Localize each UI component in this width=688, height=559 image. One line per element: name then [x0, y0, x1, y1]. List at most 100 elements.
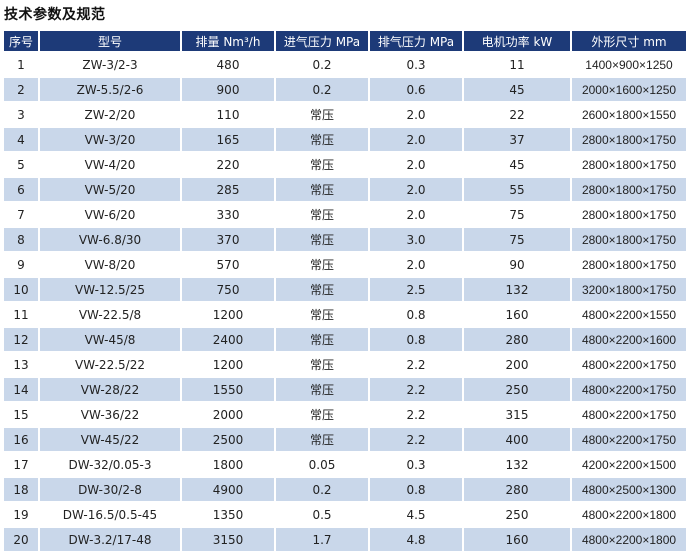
cell-dimensions: 4800×2200×1750: [572, 428, 686, 451]
cell-inlet-pressure: 常压: [276, 228, 368, 251]
header-outlet-pressure: 排气压力 MPa: [370, 31, 462, 51]
cell-inlet-pressure: 常压: [276, 253, 368, 276]
cell-dimensions: 1400×900×1250: [572, 53, 686, 76]
cell-index: 8: [4, 228, 38, 251]
table-row: 5 VW-4/20 220 常压 2.0 45 2800×1800×1750: [4, 153, 686, 176]
cell-displacement: 480: [182, 53, 274, 76]
cell-dimensions: 4800×2200×1550: [572, 303, 686, 326]
cell-outlet-pressure: 2.0: [370, 178, 462, 201]
cell-outlet-pressure: 0.8: [370, 303, 462, 326]
cell-displacement: 1550: [182, 378, 274, 401]
cell-index: 11: [4, 303, 38, 326]
cell-dimensions: 4800×2200×1750: [572, 403, 686, 426]
header-model: 型号: [40, 31, 180, 51]
cell-index: 13: [4, 353, 38, 376]
cell-dimensions: 2000×1600×1250: [572, 78, 686, 101]
cell-model: VW-45/22: [40, 428, 180, 451]
table-row: 17 DW-32/0.05-3 1800 0.05 0.3 132 4200×2200×15…: [4, 453, 686, 476]
cell-dimensions: 4800×2200×1750: [572, 378, 686, 401]
cell-model: VW-22.5/8: [40, 303, 180, 326]
cell-motor-power: 280: [464, 478, 570, 501]
cell-index: 15: [4, 403, 38, 426]
cell-outlet-pressure: 4.8: [370, 528, 462, 551]
cell-displacement: 1350: [182, 503, 274, 526]
cell-displacement: 285: [182, 178, 274, 201]
cell-index: 6: [4, 178, 38, 201]
cell-outlet-pressure: 4.5: [370, 503, 462, 526]
header-row: 序号 型号 排量 Nm³/h 进气压力 MPa 排气压力 MPa 电机功率 kW…: [4, 31, 686, 51]
cell-inlet-pressure: 常压: [276, 178, 368, 201]
table-row: 1 ZW-3/2-3 480 0.2 0.3 11 1400×900×1250: [4, 53, 686, 76]
cell-model: ZW-3/2-3: [40, 53, 180, 76]
cell-motor-power: 132: [464, 278, 570, 301]
cell-inlet-pressure: 1.7: [276, 528, 368, 551]
cell-model: VW-28/22: [40, 378, 180, 401]
cell-model: VW-6.8/30: [40, 228, 180, 251]
cell-motor-power: 45: [464, 153, 570, 176]
table-row: 7 VW-6/20 330 常压 2.0 75 2800×1800×1750: [4, 203, 686, 226]
cell-inlet-pressure: 常压: [276, 353, 368, 376]
cell-model: VW-45/8: [40, 328, 180, 351]
cell-motor-power: 160: [464, 303, 570, 326]
cell-index: 19: [4, 503, 38, 526]
cell-outlet-pressure: 2.2: [370, 353, 462, 376]
cell-inlet-pressure: 常压: [276, 278, 368, 301]
table-row: 11 VW-22.5/8 1200 常压 0.8 160 4800×2200×1550: [4, 303, 686, 326]
cell-outlet-pressure: 0.8: [370, 328, 462, 351]
cell-displacement: 2000: [182, 403, 274, 426]
cell-motor-power: 315: [464, 403, 570, 426]
cell-model: VW-4/20: [40, 153, 180, 176]
cell-dimensions: 2800×1800×1750: [572, 203, 686, 226]
spec-table: 序号 型号 排量 Nm³/h 进气压力 MPa 排气压力 MPa 电机功率 kW…: [2, 29, 688, 553]
table-row: 10 VW-12.5/25 750 常压 2.5 132 3200×1800×1750: [4, 278, 686, 301]
cell-displacement: 3150: [182, 528, 274, 551]
cell-inlet-pressure: 常压: [276, 153, 368, 176]
cell-motor-power: 200: [464, 353, 570, 376]
cell-index: 16: [4, 428, 38, 451]
cell-motor-power: 75: [464, 228, 570, 251]
cell-displacement: 1200: [182, 353, 274, 376]
cell-outlet-pressure: 2.2: [370, 403, 462, 426]
cell-model: VW-3/20: [40, 128, 180, 151]
cell-index: 9: [4, 253, 38, 276]
cell-motor-power: 75: [464, 203, 570, 226]
cell-index: 1: [4, 53, 38, 76]
cell-displacement: 1200: [182, 303, 274, 326]
cell-inlet-pressure: 常压: [276, 428, 368, 451]
cell-index: 4: [4, 128, 38, 151]
cell-index: 18: [4, 478, 38, 501]
cell-displacement: 220: [182, 153, 274, 176]
cell-motor-power: 90: [464, 253, 570, 276]
cell-motor-power: 37: [464, 128, 570, 151]
cell-dimensions: 2800×1800×1750: [572, 178, 686, 201]
cell-outlet-pressure: 2.0: [370, 253, 462, 276]
cell-outlet-pressure: 2.0: [370, 128, 462, 151]
cell-dimensions: 4800×2500×1300: [572, 478, 686, 501]
cell-index: 2: [4, 78, 38, 101]
cell-inlet-pressure: 常压: [276, 103, 368, 126]
cell-index: 20: [4, 528, 38, 551]
cell-index: 5: [4, 153, 38, 176]
cell-index: 7: [4, 203, 38, 226]
table-row: 18 DW-30/2-8 4900 0.2 0.8 280 4800×2500×1300: [4, 478, 686, 501]
cell-inlet-pressure: 0.2: [276, 78, 368, 101]
cell-index: 10: [4, 278, 38, 301]
cell-index: 3: [4, 103, 38, 126]
cell-model: VW-22.5/22: [40, 353, 180, 376]
cell-dimensions: 2800×1800×1750: [572, 153, 686, 176]
cell-inlet-pressure: 0.2: [276, 53, 368, 76]
cell-model: VW-8/20: [40, 253, 180, 276]
cell-model: VW-6/20: [40, 203, 180, 226]
table-row: 15 VW-36/22 2000 常压 2.2 315 4800×2200×1750: [4, 403, 686, 426]
cell-inlet-pressure: 常压: [276, 378, 368, 401]
cell-model: DW-30/2-8: [40, 478, 180, 501]
cell-outlet-pressure: 0.3: [370, 453, 462, 476]
header-displacement: 排量 Nm³/h: [182, 31, 274, 51]
table-row: 6 VW-5/20 285 常压 2.0 55 2800×1800×1750: [4, 178, 686, 201]
cell-displacement: 165: [182, 128, 274, 151]
cell-outlet-pressure: 2.2: [370, 378, 462, 401]
cell-inlet-pressure: 常压: [276, 303, 368, 326]
table-row: 4 VW-3/20 165 常压 2.0 37 2800×1800×1750: [4, 128, 686, 151]
cell-index: 17: [4, 453, 38, 476]
cell-inlet-pressure: 常压: [276, 203, 368, 226]
